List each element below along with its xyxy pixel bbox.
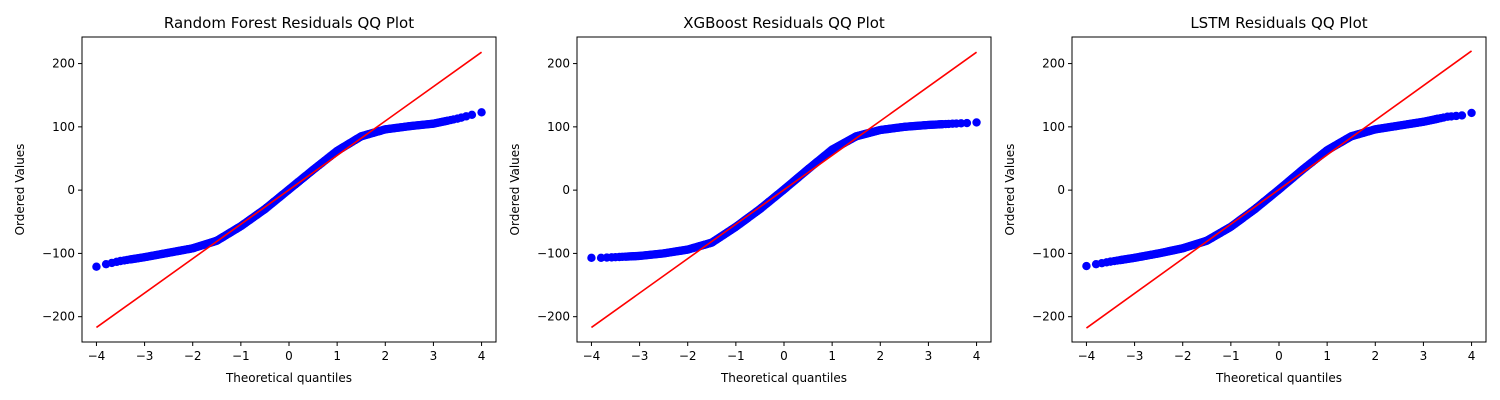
x-tick-label: 3 [925, 349, 933, 363]
sample-points [92, 108, 486, 271]
x-tick-label: 1 [333, 349, 341, 363]
x-tick-label: −2 [679, 349, 697, 363]
x-axis-label: Theoretical quantiles [720, 371, 847, 385]
x-tick-label: 1 [1323, 349, 1331, 363]
x-tick-label: −4 [583, 349, 601, 363]
x-tick-label: −2 [184, 349, 202, 363]
sample-point [477, 108, 486, 117]
x-tick-label: −3 [631, 349, 649, 363]
sample-point [1113, 256, 1122, 265]
plot-frame [81, 36, 497, 343]
reference-line [95, 51, 483, 329]
x-tick-label: −1 [232, 349, 250, 363]
x-tick-label: −2 [1174, 349, 1192, 363]
plot-frame [1071, 36, 1487, 343]
sample-point [1467, 108, 1476, 118]
x-tick-label: 0 [1275, 349, 1283, 363]
x-tick-label: 3 [1420, 349, 1428, 363]
qq-panel-2: XGBoost Residuals QQ Plot −4 −3 −2 −1 0 1 2 3 4 −2… [508, 14, 992, 385]
x-tick-label: 4 [1468, 349, 1476, 363]
sample-point [618, 252, 627, 262]
y-tick-label: −200 [1032, 310, 1065, 324]
reference-line [1085, 50, 1473, 329]
y-axis-label: Ordered Values [1003, 144, 1017, 236]
x-tick-label: 4 [973, 349, 981, 363]
x-tick-label: 2 [1371, 349, 1379, 363]
sample-point [962, 118, 972, 128]
qq-panel-3: LSTM Residuals QQ Plot −4 −3 −2 −1 0 1 2 3 4 −200 −… [1003, 14, 1487, 385]
y-tick-label: −100 [1032, 246, 1065, 260]
y-axis-label: Ordered Values [508, 144, 522, 236]
y-tick-label: −100 [537, 246, 570, 260]
x-axis-label: Theoretical quantiles [225, 371, 352, 385]
x-tick-label: −4 [88, 349, 106, 363]
x-tick-label: 3 [430, 349, 438, 363]
y-tick-label: 200 [52, 57, 75, 71]
y-tick-label: 0 [1057, 183, 1065, 197]
qq-panel-1: Random Forest Residuals QQ Plot−4 −3 −2 −1 0… [13, 14, 497, 385]
sample-point [123, 255, 132, 265]
x-tick-label: −3 [136, 349, 154, 363]
y-axis-label: Ordered Values [13, 144, 27, 236]
y-tick-label: 200 [547, 57, 570, 71]
x-tick-label: 0 [780, 349, 788, 363]
x-tick-label: 2 [876, 349, 884, 363]
y-tick-label: 100 [547, 120, 570, 134]
sample-point [1457, 111, 1467, 120]
x-tick-label: 1 [828, 349, 836, 363]
y-tick-label: 0 [67, 183, 75, 197]
x-tick-label: 2 [381, 349, 389, 363]
y-tick-label: 200 [1042, 57, 1065, 71]
sample-point [1082, 261, 1091, 271]
chart-title: XGBoost Residuals QQ Plot [683, 14, 885, 32]
x-tick-label: 4 [478, 349, 486, 363]
x-tick-label: 0 [285, 349, 293, 363]
y-tick-label: −200 [537, 310, 570, 324]
x-tick-label: −1 [1222, 349, 1240, 363]
y-tick-label: 100 [52, 120, 75, 134]
chart-title: Random Forest Residuals QQ Plot [164, 14, 414, 32]
x-tick-label: −4 [1078, 349, 1096, 363]
y-tick-label: 100 [1042, 120, 1065, 134]
x-tick-label: −1 [727, 349, 745, 363]
x-tick-label: −3 [1126, 349, 1144, 363]
sample-point [587, 253, 596, 263]
y-tick-label: −100 [42, 246, 75, 260]
chart-title: LSTM Residuals QQ Plot [1190, 14, 1367, 32]
sample-point [467, 110, 477, 120]
plot-frame [576, 36, 992, 343]
reference-line [590, 51, 978, 329]
x-axis-label: Theoretical quantiles [1215, 371, 1342, 385]
y-tick-label: −200 [42, 310, 75, 324]
sample-point [92, 262, 101, 271]
sample-point [972, 118, 981, 127]
y-tick-label: 0 [562, 183, 570, 197]
